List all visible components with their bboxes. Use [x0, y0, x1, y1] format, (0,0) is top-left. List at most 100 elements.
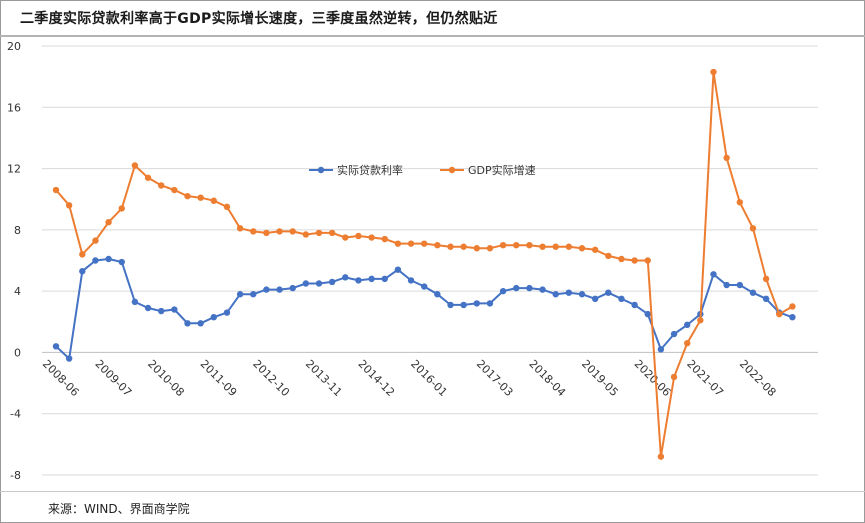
- data-point-series-1: [421, 283, 428, 290]
- data-point-series-2: [789, 303, 796, 310]
- data-point-series-1: [263, 286, 270, 293]
- data-point-series-2: [315, 229, 323, 237]
- series-line-1: [55, 258, 793, 360]
- data-point-series-1: [184, 320, 191, 327]
- data-point-series-2: [460, 243, 467, 250]
- data-point-series-2: [723, 154, 730, 162]
- x-tick-label: 2016-01: [408, 357, 450, 399]
- data-point-series-2: [526, 241, 533, 249]
- legend-item-series-1: 实际贷款利率: [309, 163, 403, 177]
- data-point-series-2: [92, 237, 99, 244]
- series-2: [52, 68, 796, 460]
- x-tick-label: 2012-10: [250, 357, 292, 399]
- data-point-series-1: [591, 295, 599, 303]
- data-point-series-1: [539, 286, 546, 293]
- data-point-series-1: [302, 280, 310, 287]
- x-tick-label: 2008-06: [40, 357, 82, 399]
- data-point-series-2: [710, 68, 717, 76]
- y-tick-label: -8: [10, 469, 21, 482]
- data-point-series-2: [171, 186, 178, 194]
- data-point-series-2: [670, 373, 678, 381]
- data-point-series-1: [578, 291, 586, 298]
- data-point-series-2: [591, 246, 599, 253]
- data-point-series-2: [447, 243, 454, 250]
- y-tick-label: 16: [7, 101, 21, 114]
- data-point-series-1: [250, 291, 257, 298]
- data-point-series-1: [460, 301, 467, 309]
- title-divider: [0, 35, 865, 37]
- data-point-series-2: [578, 245, 586, 252]
- legend-label-series-1: 实际贷款利率: [337, 163, 403, 177]
- x-tick-label: 2013-11: [303, 357, 345, 399]
- x-tick-label: 2018-04: [526, 357, 568, 399]
- data-point-series-1: [565, 289, 573, 296]
- data-point-series-2: [158, 182, 165, 189]
- data-point-series-1: [631, 301, 638, 309]
- data-point-series-1: [394, 266, 402, 273]
- data-point-series-1: [407, 277, 415, 284]
- legend-label-series-2: GDP实际增速: [468, 163, 536, 177]
- data-point-series-2: [552, 243, 559, 250]
- data-point-series-2: [407, 240, 415, 247]
- data-point-series-1: [342, 274, 349, 281]
- chart-title: 二季度实际贷款利率高于GDP实际增长速度，三季度虽然逆转，但仍然贴近: [20, 11, 498, 27]
- data-point-series-2: [565, 243, 573, 250]
- data-point-series-1: [762, 295, 770, 303]
- x-tick-label: 2022-08: [737, 357, 779, 399]
- x-tick-label: 2009-07: [92, 357, 134, 399]
- y-axis: -8 -4 0 4 8 12 16 20: [7, 40, 21, 482]
- data-point-series-2: [210, 197, 217, 204]
- y-tick-label: 0: [14, 346, 21, 359]
- data-point-series-1: [499, 287, 507, 295]
- data-point-series-2: [473, 245, 480, 252]
- y-tick-label: 12: [7, 163, 21, 176]
- data-point-series-2: [762, 275, 770, 283]
- data-point-series-2: [276, 228, 283, 235]
- data-point-series-2: [513, 241, 520, 249]
- x-tick-label: 2021-07: [684, 357, 726, 399]
- data-point-series-1: [513, 284, 520, 292]
- series-layer: [52, 68, 796, 460]
- data-point-series-2: [486, 245, 494, 252]
- data-point-series-2: [776, 310, 783, 318]
- series-line-2: [55, 71, 793, 458]
- data-point-series-1: [644, 310, 651, 318]
- data-point-series-1: [605, 289, 612, 296]
- x-tick-label: 2010-08: [145, 357, 187, 399]
- data-point-series-2: [657, 453, 665, 460]
- x-tick-label: 2014-12: [355, 357, 397, 399]
- data-point-series-1: [789, 313, 796, 321]
- data-point-series-1: [65, 355, 73, 362]
- data-point-series-2: [749, 225, 757, 232]
- data-point-series-1: [355, 277, 362, 284]
- data-point-series-1: [657, 346, 665, 353]
- data-point-series-2: [250, 228, 257, 235]
- data-point-series-1: [131, 298, 139, 306]
- data-point-series-1: [118, 258, 125, 266]
- source-note: 来源：WIND、界面商学院: [48, 502, 190, 516]
- x-axis: 2008-06 2009-07 2010-08 2011-09 2012-10 2013-…: [40, 351, 818, 399]
- source-divider: [0, 491, 865, 492]
- data-point-series-2: [79, 251, 86, 258]
- data-point-series-1: [473, 300, 480, 307]
- data-point-series-2: [434, 241, 441, 249]
- data-point-series-2: [105, 218, 112, 226]
- data-point-series-1: [684, 321, 691, 329]
- data-point-series-2: [421, 240, 428, 247]
- data-point-series-2: [144, 174, 152, 181]
- data-point-series-2: [605, 252, 612, 260]
- data-point-series-2: [289, 228, 296, 235]
- data-point-series-2: [223, 203, 231, 211]
- data-point-series-1: [236, 291, 244, 298]
- data-point-series-1: [289, 284, 296, 292]
- data-point-series-2: [736, 199, 743, 206]
- data-point-series-2: [263, 229, 270, 237]
- legend-item-series-2: GDP实际增速: [440, 163, 536, 177]
- data-point-series-1: [710, 271, 717, 278]
- y-tick-label: 20: [7, 40, 21, 53]
- data-point-series-2: [618, 255, 625, 263]
- data-point-series-2: [236, 225, 244, 232]
- y-tick-label: -4: [10, 408, 21, 421]
- data-point-series-2: [368, 234, 375, 241]
- data-point-series-1: [447, 301, 454, 309]
